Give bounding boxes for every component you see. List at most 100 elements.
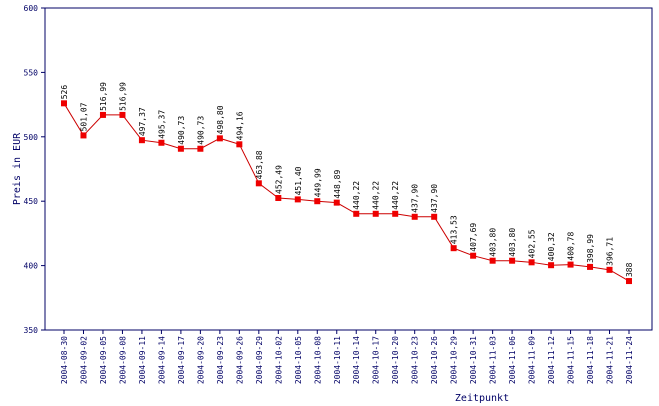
- data-label: 501,07: [79, 102, 88, 131]
- data-label: 516,99: [118, 82, 127, 111]
- data-point: [470, 252, 477, 259]
- x-tick-label: 2004-10-29: [450, 336, 459, 384]
- data-point: [587, 263, 594, 270]
- x-tick-label: 2004-09-11: [138, 336, 147, 384]
- data-label: 452,49: [274, 165, 283, 194]
- data-point: [275, 194, 282, 201]
- data-point: [450, 245, 457, 252]
- data-point: [431, 213, 438, 220]
- data-label: 413,53: [450, 215, 459, 244]
- data-point: [411, 213, 418, 220]
- data-label: 516,99: [99, 82, 108, 111]
- data-label: 398,99: [586, 234, 595, 263]
- data-label: 490,73: [196, 116, 205, 145]
- data-label: 498,80: [216, 105, 225, 134]
- data-point: [489, 257, 496, 264]
- x-tick-label: 2004-11-12: [547, 336, 556, 384]
- data-label: 448,89: [333, 170, 342, 199]
- x-tick-label: 2004-11-21: [606, 336, 615, 384]
- data-label: 440,22: [391, 181, 400, 210]
- data-point: [626, 278, 632, 285]
- x-tick-label: 2004-10-23: [411, 336, 420, 384]
- data-point: [236, 141, 243, 148]
- series-line: [63, 103, 630, 282]
- x-tick-label: 2004-10-20: [391, 336, 400, 384]
- y-tick-label: 600: [24, 4, 39, 13]
- x-tick-label: 2004-10-14: [352, 336, 361, 384]
- data-point: [255, 180, 262, 187]
- x-tick-label: 2004-11-03: [489, 336, 498, 384]
- data-label: 497,37: [138, 107, 147, 136]
- data-label: 440,22: [372, 181, 381, 210]
- data-point: [158, 139, 165, 146]
- plot-frame: [44, 7, 653, 331]
- x-tick-label: 2004-09-05: [99, 336, 108, 384]
- data-point: [567, 261, 574, 268]
- x-tick-label: 2004-10-31: [469, 336, 478, 384]
- data-point: [372, 210, 379, 217]
- data-point: [138, 137, 145, 144]
- data-label: 388: [625, 262, 634, 277]
- data-point: [606, 266, 613, 273]
- data-point: [80, 132, 87, 139]
- data-label: 437,90: [411, 184, 420, 213]
- data-label: 403,80: [489, 228, 498, 257]
- x-tick-label: 2004-10-08: [313, 336, 322, 384]
- x-tick-label: 2004-10-05: [294, 336, 303, 384]
- data-label: 407,69: [469, 223, 478, 252]
- data-label: 400,78: [567, 232, 576, 261]
- data-label: 451,40: [294, 166, 303, 195]
- y-tick-label: 450: [24, 197, 39, 206]
- y-tick-label: 400: [24, 262, 39, 271]
- x-tick-label: 2004-09-26: [235, 336, 244, 384]
- data-point: [294, 196, 301, 203]
- data-point: [353, 210, 360, 217]
- data-point: [548, 262, 555, 269]
- data-label: 402,55: [528, 229, 537, 258]
- x-tick-label: 2004-11-06: [508, 336, 517, 384]
- y-tick-label: 350: [24, 326, 39, 335]
- x-tick-label: 2004-09-20: [196, 336, 205, 384]
- data-point: [177, 145, 184, 152]
- x-tick-label: 2004-10-17: [372, 336, 381, 384]
- y-tick-label: 500: [24, 133, 39, 142]
- data-label: 490,73: [177, 116, 186, 145]
- x-tick-label: 2004-11-15: [567, 336, 576, 384]
- x-tick-label: 2004-11-18: [586, 336, 595, 384]
- data-label: 449,99: [313, 168, 322, 197]
- data-label: 403,80: [508, 228, 517, 257]
- x-tick-label: 2004-10-11: [333, 336, 342, 384]
- data-label: 400,32: [547, 232, 556, 261]
- x-tick-label: 2004-09-08: [118, 336, 127, 384]
- data-point: [99, 111, 106, 118]
- data-label: 463,88: [255, 150, 264, 179]
- x-tick-label: 2004-09-02: [79, 336, 88, 384]
- x-tick-label: 2004-11-24: [625, 336, 634, 384]
- data-point: [333, 199, 340, 206]
- x-tick-label: 2004-10-26: [430, 336, 439, 384]
- y-axis-label: Preis in EUR: [12, 132, 23, 205]
- data-label: 440,22: [352, 181, 361, 210]
- data-point: [119, 111, 126, 118]
- data-point: [509, 257, 516, 264]
- x-tick-label: 2004-09-29: [255, 336, 264, 384]
- data-label: 396,71: [606, 237, 615, 266]
- x-tick-label: 2004-08-30: [60, 336, 69, 384]
- data-point: [216, 135, 223, 142]
- data-label: 494,16: [235, 111, 244, 140]
- data-point: [314, 198, 321, 205]
- x-tick-label: 2004-09-23: [216, 336, 225, 384]
- x-tick-label: 2004-09-14: [157, 336, 166, 384]
- data-label: 495,37: [157, 110, 166, 139]
- data-point: [61, 100, 67, 107]
- x-axis-label: Zeitpunkt: [455, 393, 509, 404]
- x-tick-label: 2004-10-02: [274, 336, 283, 384]
- data-label: 526: [60, 85, 69, 100]
- data-point: [528, 259, 535, 266]
- x-tick-label: 2004-11-09: [528, 336, 537, 384]
- x-tick-label: 2004-09-17: [177, 336, 186, 384]
- data-point: [392, 210, 399, 217]
- data-point: [197, 145, 204, 152]
- data-label: 437,90: [430, 184, 439, 213]
